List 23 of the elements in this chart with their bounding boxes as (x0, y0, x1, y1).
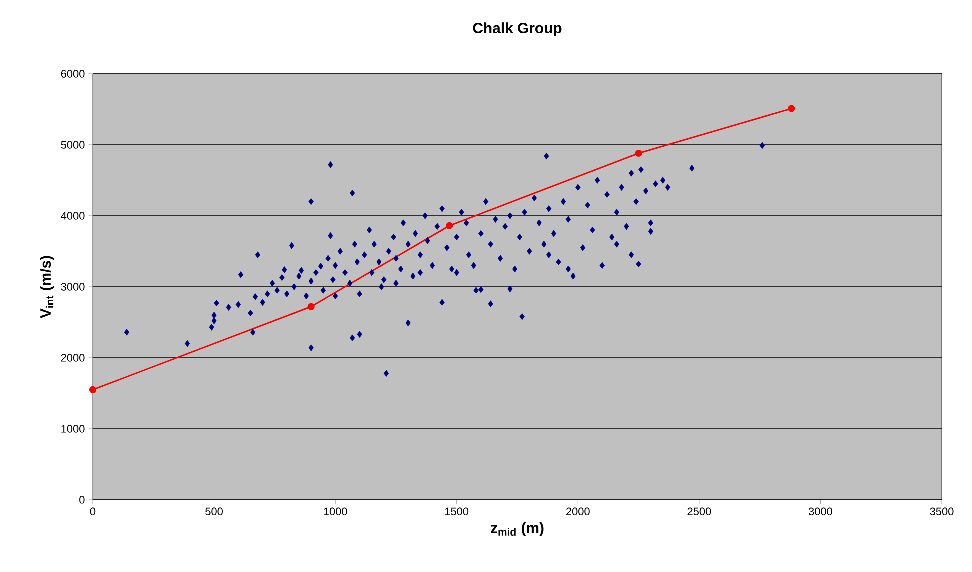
x-tick-label: 2000 (566, 508, 590, 516)
x-tick-label: 3500 (930, 508, 954, 516)
y-tick-label: 3000 (61, 283, 85, 291)
chart-title: Chalk Group (473, 22, 562, 36)
x-tick-label: 1000 (324, 508, 348, 516)
y-tick-label: 4000 (61, 212, 85, 220)
point (89, 386, 97, 394)
y-tick-label: 5000 (61, 141, 85, 149)
x-tick-label: 2500 (688, 508, 712, 516)
y-tick-label: 0 (80, 496, 85, 504)
point (446, 222, 454, 230)
x-tick-label: 3000 (808, 508, 832, 516)
x-tick-label: 500 (206, 508, 223, 516)
y-tick-label: 1000 (62, 425, 85, 433)
point (308, 303, 315, 310)
x-axis-title: z$_{mid}$ (m) (491, 522, 544, 536)
y-tick-label: 2000 (61, 354, 85, 362)
x-tick-label: 0 (90, 508, 96, 516)
y-tick-label: 6000 (61, 70, 85, 78)
point (788, 105, 796, 112)
x-tick-label: 1500 (446, 508, 469, 516)
y-axis-title: V$_{int}$ (m/s) (40, 256, 54, 318)
point (635, 150, 642, 158)
